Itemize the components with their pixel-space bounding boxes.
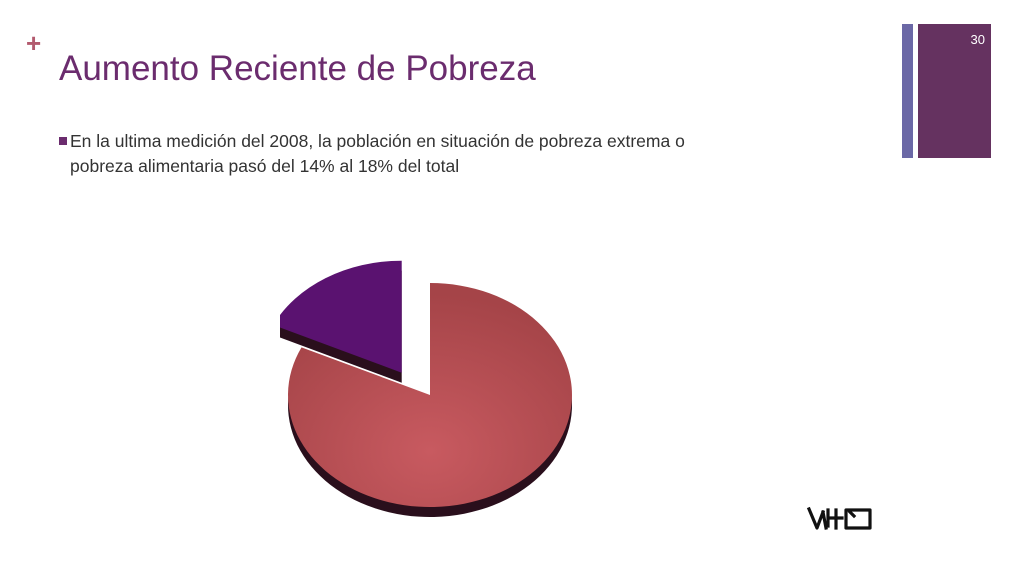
vho-logo [806,506,872,530]
accent-bar-thin [902,24,913,158]
pie-chart [280,260,572,517]
bullet-square-icon [59,137,67,145]
pie-slice-small [280,260,402,373]
bullet-line-1: En la ultima medición del 2008, la pobla… [70,131,685,151]
accent-bar-wide [918,24,991,158]
plus-icon: + [26,28,42,58]
slide-title: Aumento Reciente de Pobreza [59,49,536,88]
bullet-text: En la ultima medición del 2008, la pobla… [59,129,839,179]
pie-slice-main [288,283,572,507]
page-number: 30 [970,32,985,47]
bullet-line-2: pobreza alimentaria pasó del 14% al 18% … [70,156,460,176]
